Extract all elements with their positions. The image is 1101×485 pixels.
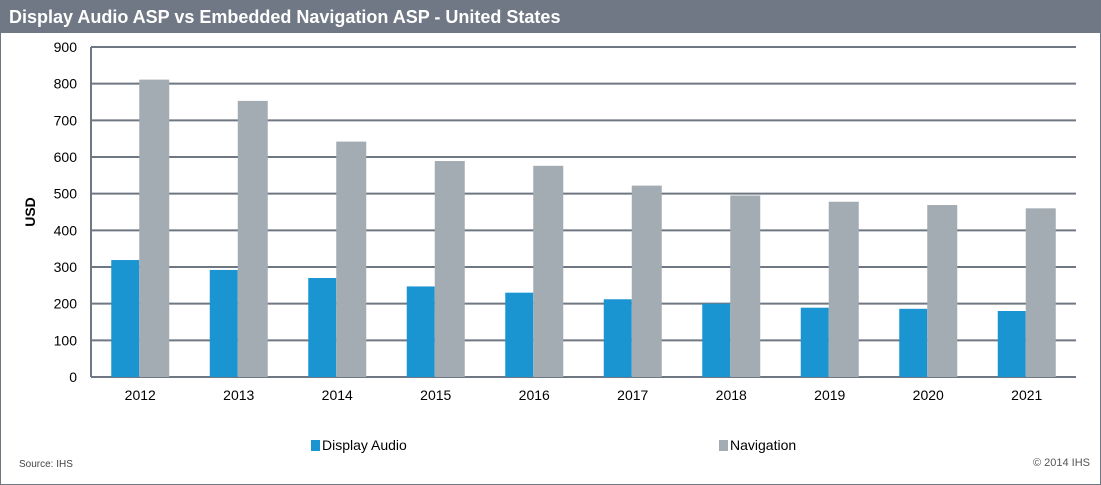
bar-display-audio-2016 <box>505 292 534 377</box>
legend-swatch-display-audio <box>311 439 320 451</box>
copyright: © 2014 IHS <box>1032 457 1090 469</box>
x-tick-label: 2019 <box>814 387 845 403</box>
bar-navigation-2020 <box>927 205 958 377</box>
y-tick-label: 500 <box>54 186 78 202</box>
bar-display-audio-2021 <box>997 311 1026 377</box>
bar-display-audio-2018 <box>702 303 731 377</box>
legend-swatch-navigation <box>719 439 728 451</box>
y-tick-label: 700 <box>54 112 78 128</box>
bar-navigation-2016 <box>533 165 564 377</box>
y-tick-label: 900 <box>54 39 78 55</box>
y-tick-label: 200 <box>54 296 78 312</box>
bar-display-audio-2015 <box>406 286 435 377</box>
bar-display-audio-2017 <box>603 299 632 377</box>
bar-navigation-2012 <box>139 79 170 377</box>
source-note: Source: IHS <box>19 459 73 470</box>
bar-display-audio-2012 <box>111 260 140 377</box>
y-tick-label: 600 <box>54 149 78 165</box>
y-axis-label: USD <box>22 197 38 227</box>
x-tick-label: 2016 <box>519 387 550 403</box>
bar-display-audio-2019 <box>800 307 829 377</box>
bar-display-audio-2020 <box>899 308 928 377</box>
legend-item-navigation: Navigation <box>719 437 796 453</box>
chart-title: Display Audio ASP vs Embedded Navigation… <box>1 1 1100 33</box>
legend-label: Display Audio <box>322 437 407 453</box>
x-tick-label: 2013 <box>223 387 254 403</box>
y-tick-label: 100 <box>54 332 78 348</box>
y-tick-label: 300 <box>54 259 78 275</box>
bar-navigation-2018 <box>730 195 761 377</box>
y-tick-label: 800 <box>54 76 78 92</box>
bar-display-audio-2014 <box>308 278 337 377</box>
bar-navigation-2021 <box>1025 208 1056 377</box>
bar-display-audio-2013 <box>209 269 238 377</box>
x-tick-label: 2017 <box>617 387 648 403</box>
bar-navigation-2017 <box>631 185 662 377</box>
x-tick-label: 2018 <box>716 387 747 403</box>
x-tick-label: 2014 <box>322 387 353 403</box>
legend-item-display-audio: Display Audio <box>311 437 407 453</box>
bar-navigation-2015 <box>434 161 465 377</box>
y-tick-label: 400 <box>54 222 78 238</box>
x-tick-label: 2021 <box>1011 387 1042 403</box>
y-tick-label: 0 <box>69 369 77 385</box>
x-tick-label: 2020 <box>913 387 944 403</box>
legend-label: Navigation <box>730 437 797 453</box>
x-tick-label: 2012 <box>125 387 156 403</box>
x-tick-label: 2015 <box>420 387 451 403</box>
bar-navigation-2019 <box>828 201 859 377</box>
bar-navigation-2013 <box>237 100 268 378</box>
bar-navigation-2014 <box>336 141 367 377</box>
